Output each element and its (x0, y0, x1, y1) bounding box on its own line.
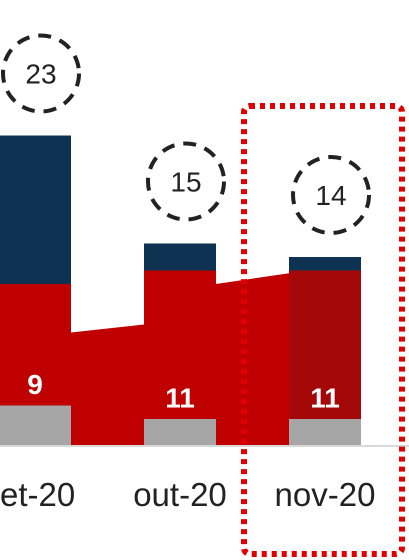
bar-label-out-20: 11 (165, 382, 195, 413)
bar-segment-blue-set-20 (0, 135, 71, 284)
bar-segment-red-nov-20 (289, 270, 361, 419)
total-circle-out-20 (146, 141, 226, 222)
bar-segment-red-set-20 (0, 284, 71, 406)
total-label-nov-20: 14 (315, 180, 346, 211)
total-label-set-20: 23 (25, 59, 56, 90)
bar-label-nov-20: 11 (310, 382, 340, 413)
x-tick-label-nov-20: nov-20 (275, 476, 376, 513)
x-tick-label-set-20: et-20 (0, 476, 75, 513)
labels-layer: 9 11 11 (27, 369, 340, 414)
bar-segment-blue-nov-20 (289, 257, 361, 271)
x-tick-label-out-20: out-20 (133, 476, 227, 513)
highlight-box (241, 103, 405, 557)
total-circle-nov-20 (291, 155, 371, 235)
bar-segment-gray-out-20 (144, 419, 216, 446)
bar-segment-gray-nov-20 (289, 419, 361, 446)
total-circle-set-20 (1, 33, 81, 114)
ticks-layer: et-20 out-20 nov-20 (0, 476, 375, 513)
totals-layer: 23 15 14 (1, 33, 371, 235)
bar-segment-red-out-20 (144, 270, 216, 419)
bar-segment-gray-set-20 (0, 405, 71, 446)
total-label-out-20: 15 (170, 167, 201, 198)
bar-label-set-20: 9 (27, 369, 43, 400)
bar-segment-blue-out-20 (144, 243, 216, 271)
bars-layer (0, 135, 361, 446)
